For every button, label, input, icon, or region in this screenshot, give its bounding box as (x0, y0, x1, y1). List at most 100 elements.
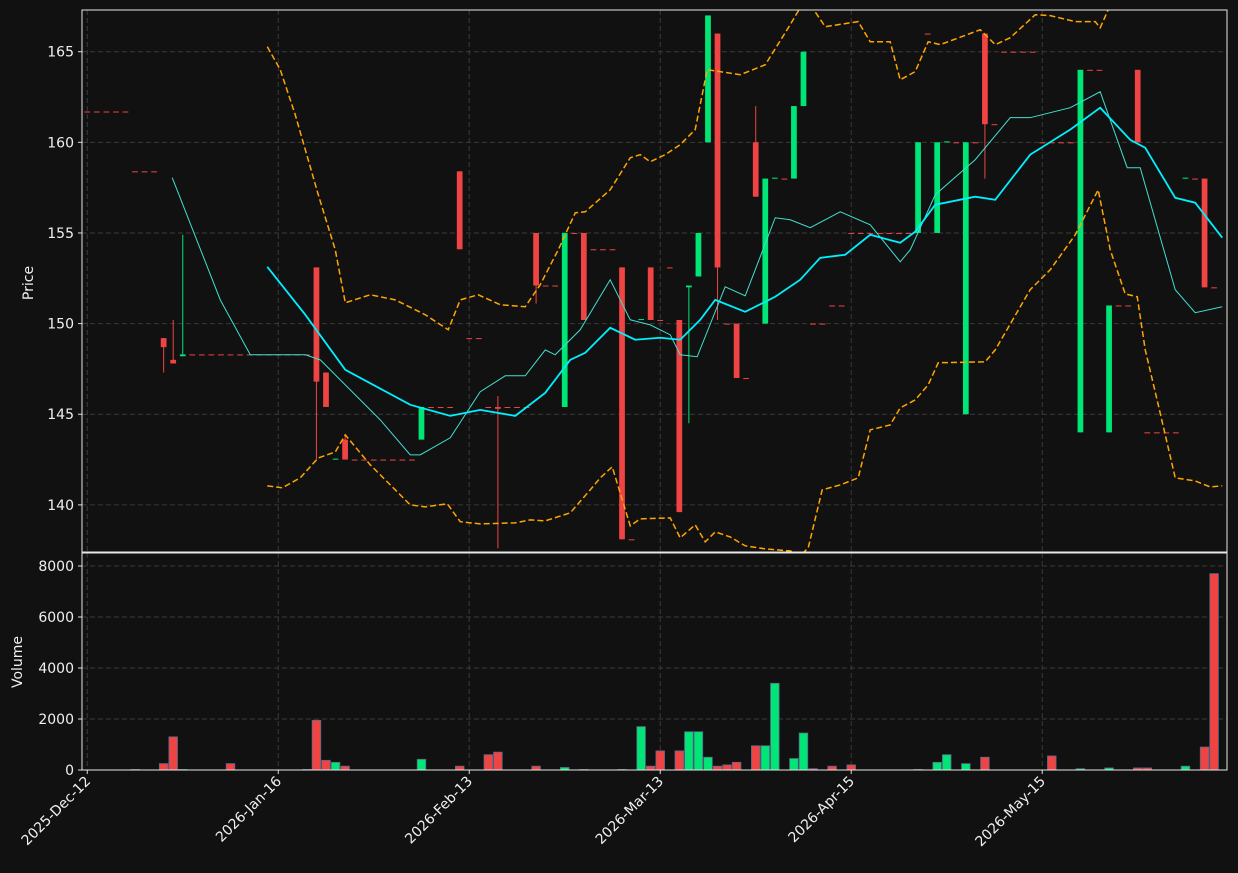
candle-body (418, 406, 425, 440)
overlay-line (267, 187, 1223, 552)
candle-body (218, 354, 224, 356)
candle-body (743, 377, 750, 379)
candle-body (628, 539, 635, 541)
overlay-line (171, 91, 1223, 456)
volume-axis-label: Volume (10, 636, 26, 688)
candle-body (982, 33, 988, 125)
candle-body (657, 319, 664, 321)
candle-body (561, 232, 568, 407)
candle-body (170, 359, 177, 364)
candle-body (762, 178, 769, 324)
candle-body (122, 111, 129, 113)
candle-body (886, 232, 893, 234)
candle-body (466, 338, 473, 340)
volume-bar (722, 764, 732, 770)
volume-bar (416, 758, 427, 770)
candle-body (924, 33, 931, 35)
volume-bar (340, 765, 350, 770)
candle-body (590, 249, 597, 251)
candle-body (208, 354, 215, 356)
candle-body (714, 33, 721, 268)
candle-body (1106, 305, 1112, 433)
candle-body (877, 232, 883, 234)
volume-bar (1209, 573, 1219, 770)
volume-bar (712, 765, 723, 770)
candle-body (1134, 69, 1141, 143)
y-axis-label: Price (21, 266, 37, 300)
candle-body (160, 338, 167, 348)
candle-body (141, 171, 148, 173)
candle-body (399, 459, 406, 461)
volume-bar (1047, 755, 1057, 770)
candle-body (1001, 51, 1007, 53)
volume-bar (560, 767, 570, 770)
candle-body (437, 406, 444, 408)
candle-body (323, 372, 329, 407)
volume-panel (130, 573, 1219, 770)
candle-body (705, 15, 711, 143)
candle-body (475, 338, 482, 340)
candle-body (867, 232, 874, 234)
candle-body (332, 458, 339, 460)
candle-body (609, 249, 616, 251)
volume-tick-label: 0 (65, 763, 74, 779)
volume-bar (483, 754, 494, 770)
volume-bar (693, 731, 704, 770)
candle-body (198, 354, 205, 356)
candle-body (571, 232, 578, 234)
candle-body (580, 232, 587, 320)
candle-body (972, 142, 979, 144)
volume-bar (454, 765, 465, 770)
volume-bar (827, 765, 837, 770)
candle-body (848, 232, 855, 234)
candle-body (504, 406, 511, 408)
candle-body (246, 354, 253, 356)
volume-bar (225, 763, 236, 770)
candle-body (151, 171, 157, 173)
candle-body (495, 406, 501, 409)
volume-bar (703, 756, 713, 770)
candle-body (1048, 142, 1055, 144)
candle-body (84, 111, 91, 113)
volume-bar (770, 682, 780, 770)
y-tick-label: 145 (47, 407, 74, 423)
candle-body (227, 354, 234, 356)
candle-body (428, 406, 434, 408)
candle-body (1096, 69, 1103, 71)
price-frame (81, 9, 1228, 553)
candle-body (313, 267, 320, 382)
candle-body (819, 323, 826, 325)
candle-body (552, 285, 559, 287)
volume-tick-label: 6000 (38, 610, 74, 626)
candle-body (389, 459, 396, 461)
candle-body (514, 406, 520, 408)
candle-body (686, 285, 692, 288)
candle-body (1077, 69, 1084, 433)
candle-body (857, 232, 864, 234)
candle-body (1144, 432, 1151, 434)
volume-bar (731, 761, 742, 770)
volume-bar (684, 731, 694, 770)
candle-body (1058, 142, 1065, 144)
candle-body (791, 106, 797, 179)
price-panel (84, 10, 1223, 552)
candle-body (695, 232, 702, 277)
candle-body (733, 323, 740, 378)
candle-body (103, 111, 110, 113)
volume-bar (168, 736, 178, 770)
candle-body (370, 459, 377, 461)
volume-frame (81, 552, 1228, 771)
candle-body (666, 267, 673, 269)
candle-body (752, 142, 759, 197)
y-tick-label: 165 (47, 45, 74, 61)
candle-body (485, 406, 492, 408)
candle-body (1201, 178, 1208, 288)
candle-body (1125, 305, 1132, 307)
volume-bar (645, 765, 656, 770)
candle-body (409, 459, 415, 461)
candle-body (1010, 51, 1017, 53)
candle-body (361, 459, 368, 461)
volume-bar (531, 765, 541, 770)
